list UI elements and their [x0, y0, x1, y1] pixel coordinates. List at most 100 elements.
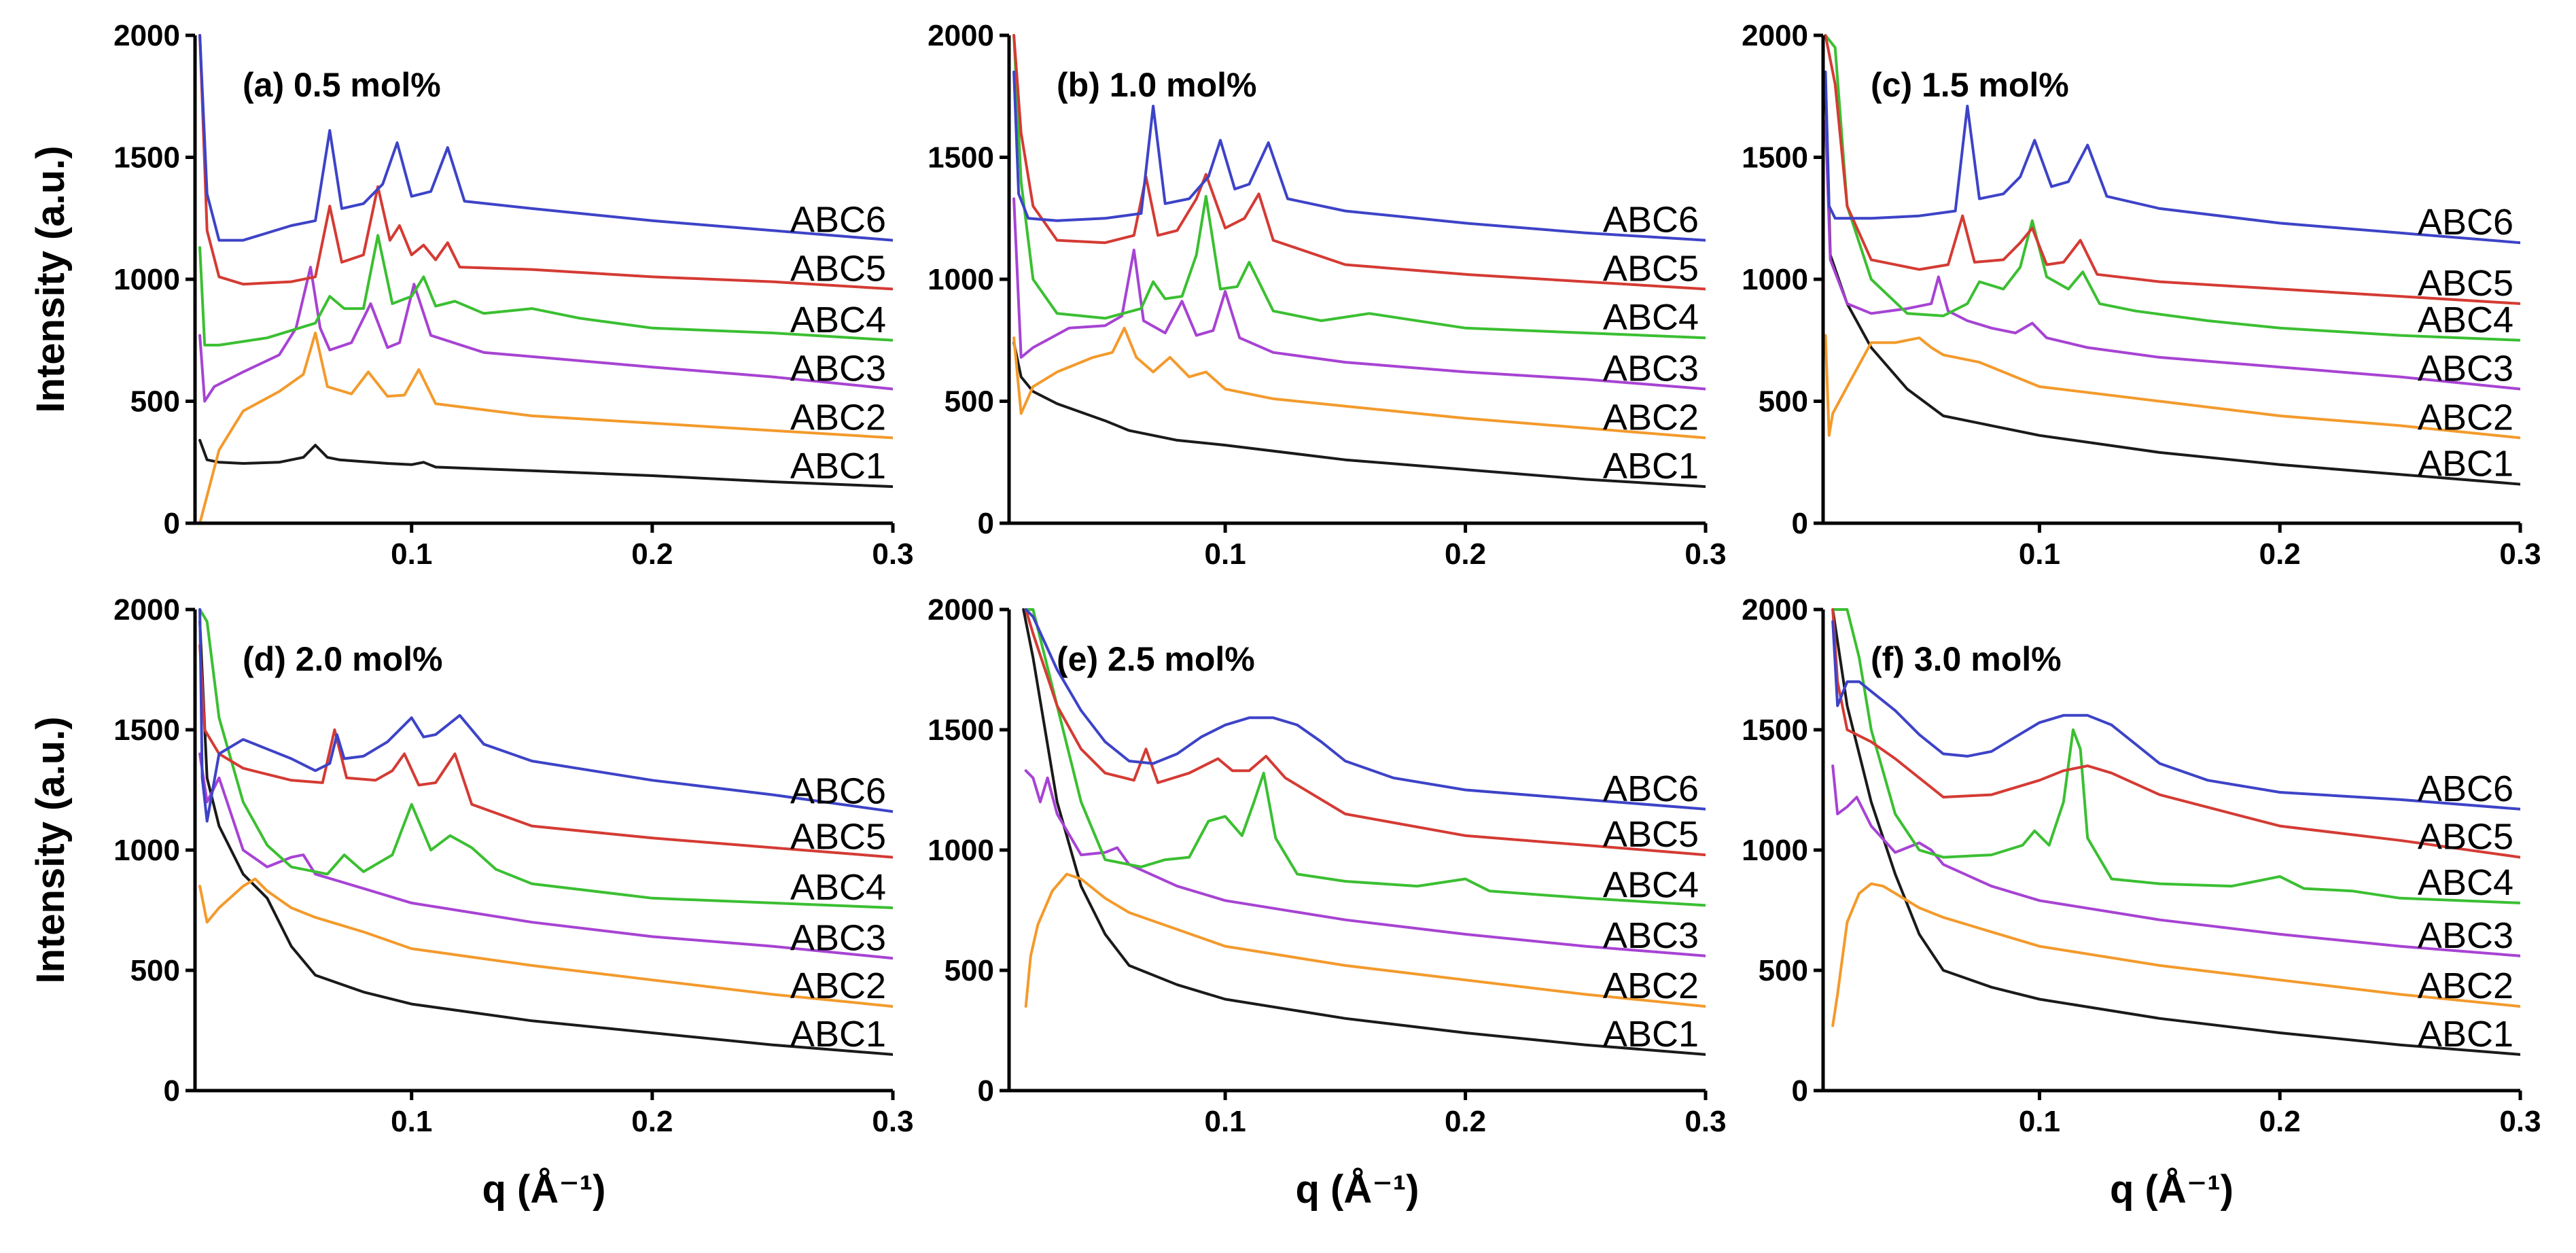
y-tick-label: 1500 [1742, 713, 1808, 747]
series-label-abc2: ABC2 [1603, 966, 1699, 1006]
y-tick-label: 500 [130, 954, 180, 987]
series-line-abc2 [198, 877, 893, 1008]
series-label-abc4: ABC4 [1603, 297, 1699, 338]
series-line-abc1 [1022, 608, 1706, 1056]
series-line-abc6 [1831, 620, 2520, 811]
y-tick-label: 0 [1792, 1074, 1808, 1108]
y-tick-label: 500 [945, 385, 994, 419]
series-line-abc5 [198, 34, 893, 291]
x-tick-label: 0.2 [1445, 1105, 1486, 1138]
series-line-abc6 [198, 34, 893, 242]
y-axis-title: Intensity (a.u.) [29, 145, 73, 412]
panel-title: (e) 2.5 mol% [1057, 640, 1255, 678]
y-tick-label: 0 [164, 507, 180, 540]
x-tick-label: 0.3 [2499, 1105, 2541, 1138]
y-tick-label: 0 [1792, 507, 1808, 540]
series-line-abc6 [198, 608, 893, 823]
series-label-abc6: ABC6 [1603, 769, 1699, 809]
y-tick-label: 1500 [928, 713, 994, 747]
x-tick-label: 0.3 [1684, 537, 1726, 571]
series-label-abc4: ABC4 [790, 300, 886, 340]
series-label-abc3: ABC3 [2418, 915, 2513, 956]
series-label-abc1: ABC1 [2418, 1014, 2513, 1055]
panel-title: (f) 3.0 mol% [1871, 640, 2062, 678]
x-tick-label: 0.1 [391, 1105, 432, 1138]
series-label-abc6: ABC6 [2418, 769, 2513, 809]
x-tick-label: 0.1 [391, 537, 432, 571]
series-line-abc6 [1012, 70, 1706, 242]
y-tick-label: 500 [130, 385, 180, 419]
series-line-abc5 [1024, 608, 1706, 857]
series-line-abc4 [1831, 608, 2520, 904]
series-line-abc4 [1824, 34, 2520, 342]
series-label-abc5: ABC5 [2418, 817, 2513, 858]
series-label-abc1: ABC1 [2418, 444, 2513, 484]
series-line-abc5 [1012, 34, 1706, 291]
y-tick-label: 2000 [1742, 593, 1808, 626]
series-label-abc6: ABC6 [2418, 202, 2513, 243]
series-label-abc1: ABC1 [790, 446, 886, 487]
series-line-abc4 [1024, 608, 1706, 907]
y-tick-label: 2000 [113, 593, 180, 626]
chart-panel-1: 0 500 1000 1500 2000 0.1 0.2 0.3 (a) 0.5 mol% ABC… [29, 19, 914, 571]
x-axis-title: q (Å⁻¹) [1296, 1167, 1419, 1212]
x-tick-label: 0.3 [2499, 537, 2541, 571]
series-label-abc3: ABC3 [790, 349, 886, 389]
x-tick-label: 0.2 [1445, 537, 1486, 571]
series-line-abc5 [1824, 34, 2520, 305]
y-tick-label: 1000 [928, 263, 994, 296]
panel-title: (c) 1.5 mol% [1871, 66, 2069, 104]
series-label-abc2: ABC2 [1603, 397, 1699, 438]
x-tick-label: 0.1 [1205, 537, 1246, 571]
series-line-abc3 [1831, 764, 2520, 957]
chart-panel-4: 0 500 1000 1500 2000 0.1 0.2 0.3 (d) 2.0 mol% ABC… [29, 593, 914, 1212]
y-tick-label: 500 [1759, 954, 1808, 987]
series-line-abc6 [1024, 608, 1706, 811]
chart-panel-3: 0 500 1000 1500 2000 0.1 0.2 0.3 (c) 1.5 mol% ABC… [1742, 19, 2541, 571]
x-tick-label: 0.3 [872, 537, 913, 571]
x-tick-label: 0.2 [631, 1105, 673, 1138]
x-tick-label: 0.1 [1205, 1105, 1246, 1138]
y-tick-label: 1500 [1742, 141, 1808, 175]
panel-title: (a) 0.5 mol% [243, 66, 441, 104]
series-line-abc1 [1831, 608, 2520, 1056]
y-tick-label: 500 [1759, 385, 1808, 419]
x-tick-label: 0.2 [2259, 537, 2301, 571]
series-label-abc5: ABC5 [790, 248, 886, 289]
y-tick-label: 0 [978, 507, 994, 540]
series-line-abc4 [198, 234, 893, 347]
series-line-abc5 [198, 644, 893, 859]
series-label-abc4: ABC4 [2418, 862, 2513, 903]
x-tick-label: 0.1 [2019, 537, 2060, 571]
series-line-abc1 [198, 620, 893, 1056]
series-line-abc3 [1024, 769, 1706, 957]
series-label-abc1: ABC1 [1603, 1014, 1699, 1055]
series-label-abc5: ABC5 [1603, 248, 1699, 289]
y-tick-label: 0 [978, 1074, 994, 1108]
y-tick-label: 2000 [928, 593, 994, 626]
series-line-abc3 [198, 752, 893, 960]
y-tick-label: 1500 [113, 141, 180, 175]
series-line-abc3 [1824, 119, 2520, 391]
series-label-abc6: ABC6 [1603, 200, 1699, 241]
y-tick-label: 2000 [113, 19, 180, 52]
series-line-abc6 [1824, 70, 2520, 245]
series-line-abc1 [1824, 82, 2520, 486]
series-label-abc3: ABC3 [1603, 349, 1699, 389]
series-line-abc4 [1012, 34, 1706, 340]
y-tick-label: 1500 [928, 141, 994, 175]
x-tick-label: 0.2 [631, 537, 673, 571]
y-tick-label: 1000 [928, 834, 994, 867]
series-label-abc2: ABC2 [2418, 397, 2513, 438]
series-label-abc1: ABC1 [790, 1014, 886, 1055]
series-line-abc2 [198, 332, 893, 523]
y-tick-label: 1000 [113, 834, 180, 867]
chart-panel-2: 0 500 1000 1500 2000 0.1 0.2 0.3 (b) 1.0 mol% ABC… [928, 19, 1726, 571]
series-label-abc5: ABC5 [790, 817, 886, 858]
series-label-abc2: ABC2 [790, 397, 886, 438]
series-label-abc3: ABC3 [1603, 915, 1699, 956]
series-label-abc6: ABC6 [790, 200, 886, 241]
series-label-abc4: ABC4 [790, 867, 886, 908]
series-label-abc4: ABC4 [2418, 300, 2513, 340]
